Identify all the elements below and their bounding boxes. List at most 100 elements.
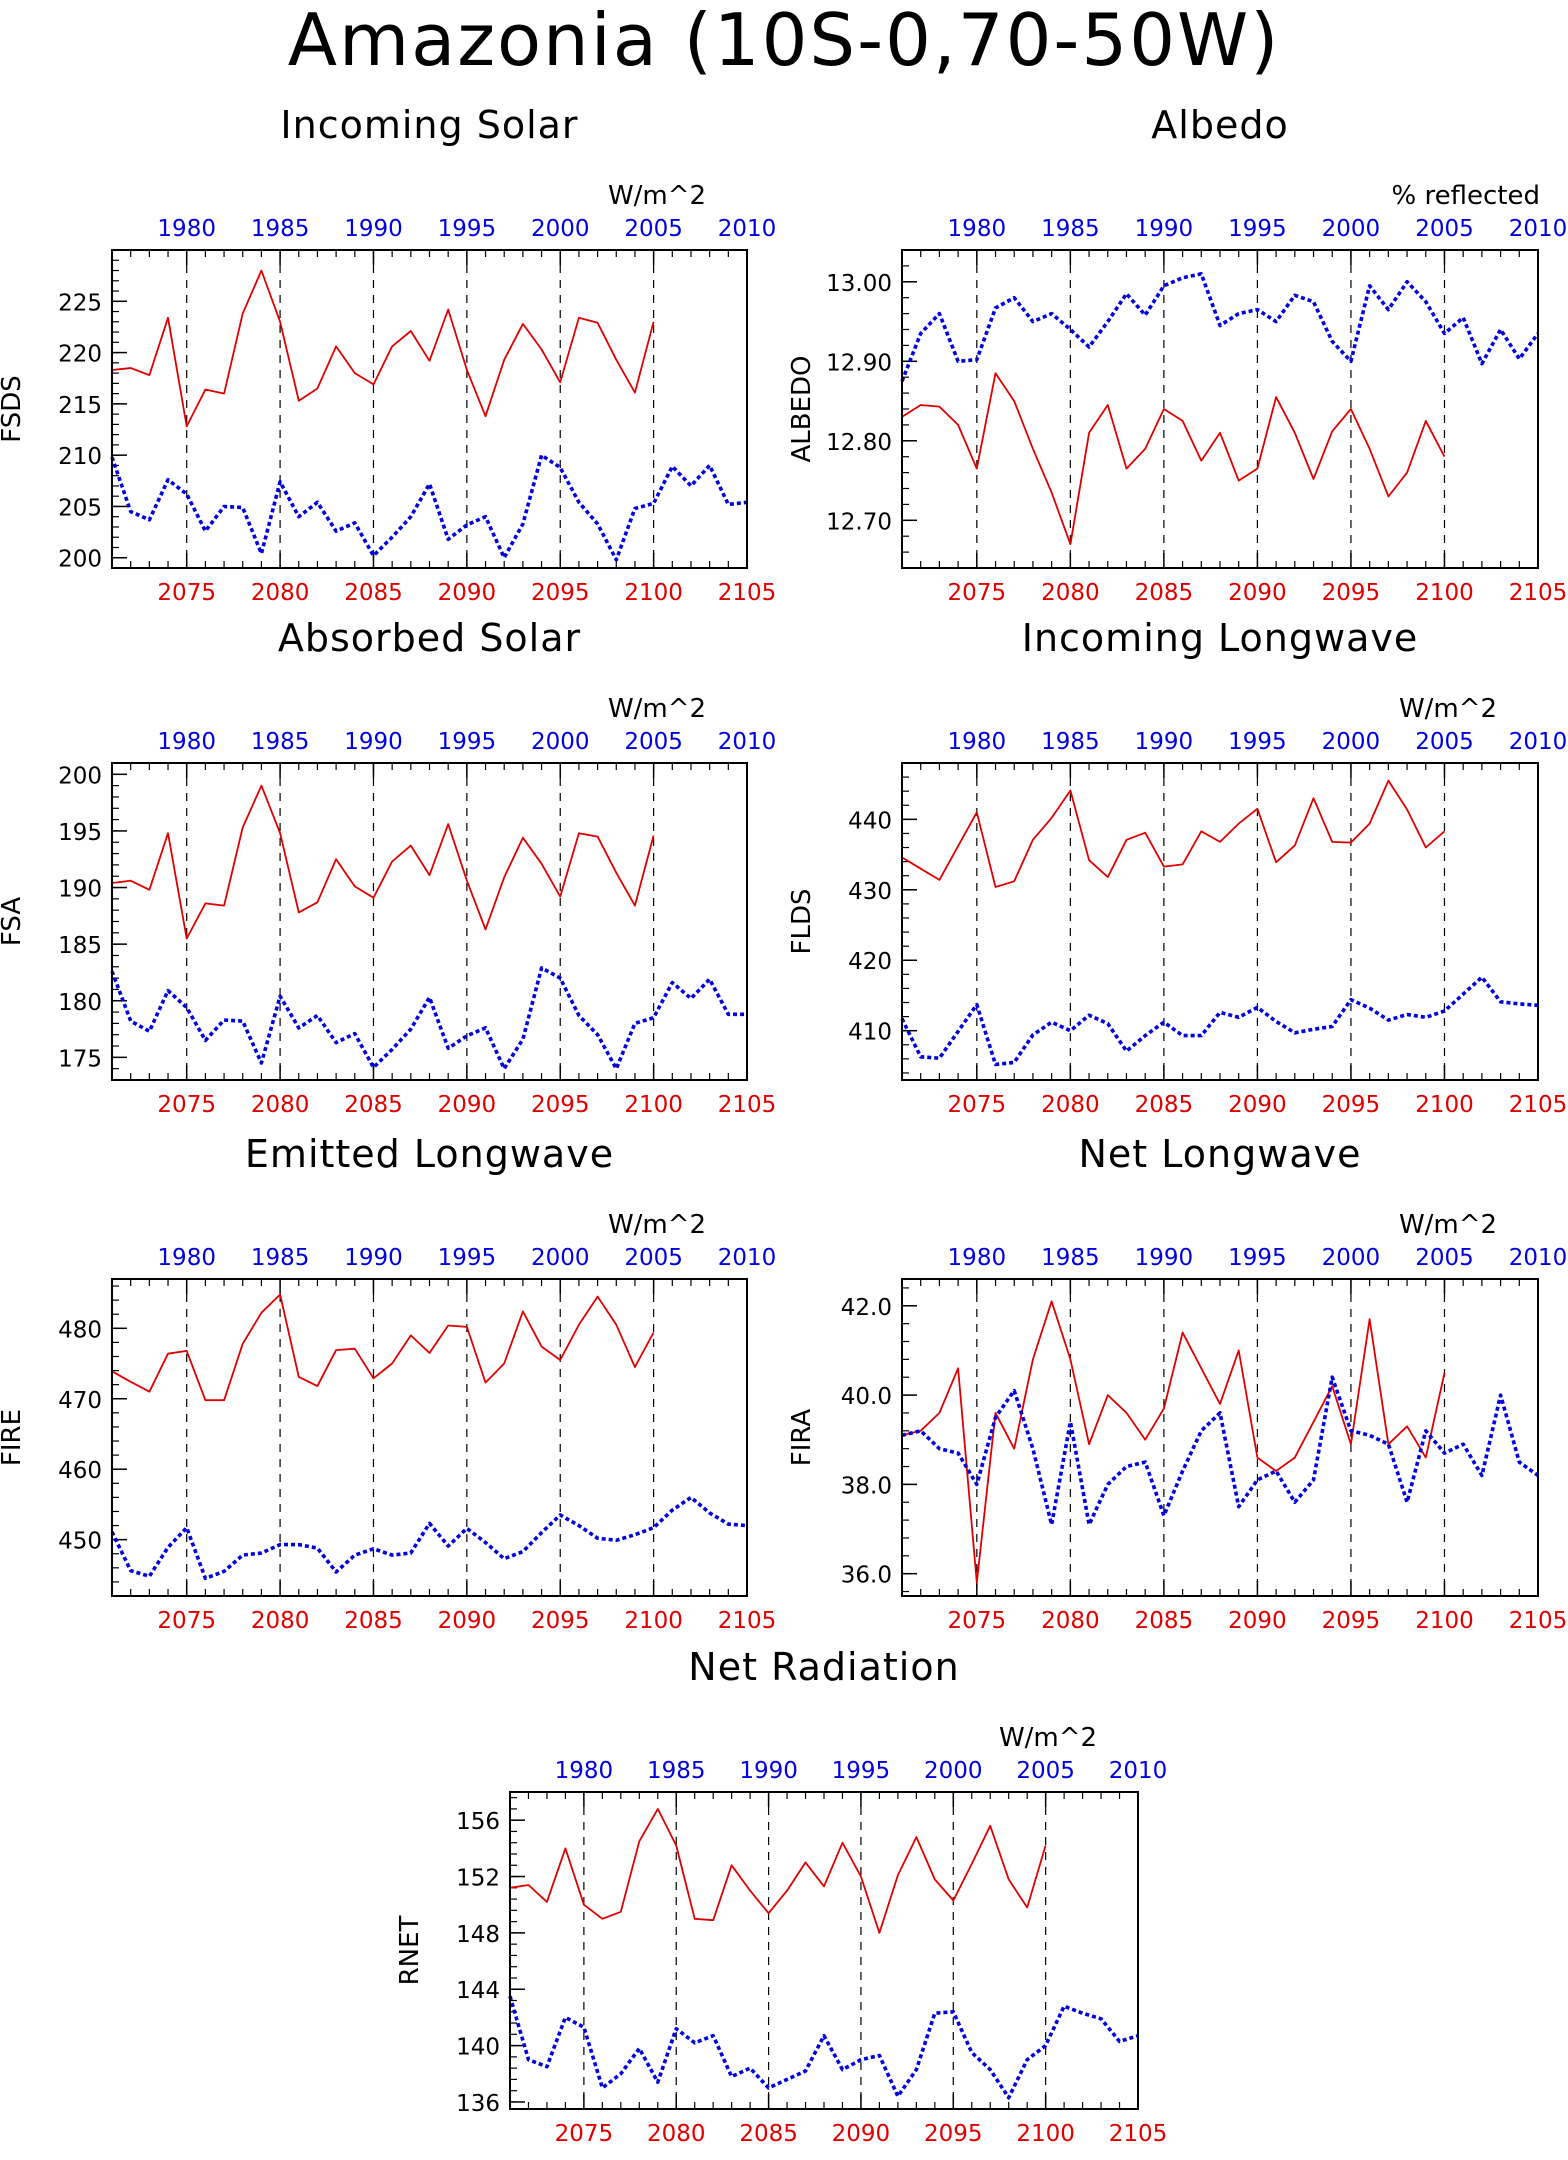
y-tick-label: 42.0 [841, 1295, 892, 1321]
x-top-tick-label: 2000 [1322, 216, 1381, 242]
x-bottom-tick-label: 2075 [948, 1608, 1007, 1634]
x-top-tick-label: 1995 [1228, 729, 1287, 755]
x-top-tick-label: 1985 [251, 729, 310, 755]
panel-title: Absorbed Solar [278, 616, 581, 660]
x-bottom-tick-label: 2095 [531, 1608, 590, 1634]
x-top-tick-label: 2010 [718, 216, 777, 242]
y-tick-label: 480 [58, 1317, 102, 1343]
y-tick-label: 180 [58, 990, 102, 1016]
x-bottom-tick-label: 2105 [718, 580, 777, 606]
x-top-tick-label: 1990 [344, 1245, 403, 1271]
x-top-tick-label: 1985 [1041, 216, 1100, 242]
panel-title: Net Longwave [1079, 1132, 1362, 1176]
units-label: W/m^2 [1399, 1210, 1497, 1240]
plot-frame [111, 1278, 748, 1597]
y-tick-label: 12.80 [826, 430, 892, 456]
y-tick-label: 430 [848, 879, 892, 905]
x-top-tick-label: 2005 [1016, 1758, 1075, 1784]
x-bottom-tick-label: 2075 [157, 1092, 216, 1118]
plot-frame [901, 249, 1539, 569]
x-top-tick-label: 1990 [1135, 216, 1194, 242]
x-bottom-tick-label: 2105 [718, 1092, 777, 1118]
x-bottom-tick-label: 2085 [1135, 580, 1194, 606]
y-tick-label: 140 [456, 2035, 500, 2061]
panel-6: Net Longwave W/m^2 FIRA 36.0 38.0 40.0 42.0 207… [787, 1132, 1567, 1634]
y-tick-label: 200 [58, 763, 102, 789]
y-axis-label: RNET [395, 1915, 425, 1985]
x-top-tick-label: 1990 [344, 216, 403, 242]
x-top-tick-label: 1980 [157, 729, 216, 755]
x-top-tick-label: 2005 [1415, 1245, 1474, 1271]
x-top-tick-label: 2000 [531, 1245, 590, 1271]
y-axis-label: FIRA [787, 1409, 817, 1467]
y-tick-label: 420 [848, 949, 892, 975]
x-top-tick-label: 2010 [1509, 216, 1568, 242]
panel-title: Albedo [1151, 103, 1288, 147]
x-bottom-tick-label: 2100 [1415, 580, 1474, 606]
y-tick-label: 36.0 [841, 1563, 892, 1589]
x-bottom-tick-label: 2075 [555, 2121, 614, 2147]
y-axis-label: FLDS [787, 889, 817, 955]
x-top-tick-label: 1995 [832, 1758, 891, 1784]
x-bottom-tick-label: 2095 [1322, 1092, 1381, 1118]
panel-3: Absorbed Solar W/m^2 FSA 175 180 185 190 195 200… [0, 616, 776, 1118]
x-top-tick-label: 2010 [1509, 729, 1568, 755]
x-top-tick-label: 1990 [1135, 1245, 1194, 1271]
x-bottom-tick-label: 2090 [1228, 1092, 1287, 1118]
x-bottom-tick-label: 2090 [832, 2121, 891, 2147]
plot-frame [901, 1278, 1539, 1597]
x-bottom-tick-label: 2080 [251, 1608, 310, 1634]
x-bottom-tick-label: 2095 [1322, 580, 1381, 606]
x-top-tick-label: 2010 [718, 729, 777, 755]
x-top-tick-label: 1995 [438, 216, 497, 242]
x-top-tick-label: 2000 [1322, 729, 1381, 755]
y-tick-label: 210 [58, 444, 102, 470]
series-line-future [111, 1293, 655, 1402]
y-tick-label: 220 [58, 342, 102, 368]
panel-title: Net Radiation [688, 1645, 959, 1689]
x-top-tick-label: 2010 [718, 1245, 777, 1271]
x-top-tick-label: 2005 [1415, 216, 1474, 242]
y-tick-label: 470 [58, 1388, 102, 1414]
y-tick-label: 215 [58, 393, 102, 419]
units-label: W/m^2 [608, 181, 706, 211]
y-tick-label: 144 [456, 1978, 500, 2004]
panel-title: Incoming Longwave [1022, 616, 1418, 660]
units-label: W/m^2 [1399, 694, 1497, 724]
units-label: W/m^2 [999, 1723, 1097, 1753]
panel-1: Incoming Solar W/m^2 FSDS 200 205 210 215 220 22… [0, 103, 776, 606]
x-top-tick-label: 1985 [1041, 1245, 1100, 1271]
x-top-tick-label: 2000 [531, 216, 590, 242]
x-bottom-tick-label: 2105 [1509, 1092, 1568, 1118]
y-tick-label: 38.0 [841, 1473, 892, 1499]
x-bottom-tick-label: 2100 [624, 1608, 683, 1634]
y-axis-label: FIRE [0, 1409, 27, 1466]
plot-frame [111, 762, 748, 1081]
x-top-tick-label: 2005 [1415, 729, 1474, 755]
series-line-future [111, 784, 655, 940]
x-top-tick-label: 2005 [624, 216, 683, 242]
series-line-future [901, 372, 1446, 546]
x-top-tick-label: 1985 [251, 1245, 310, 1271]
x-top-tick-label: 2000 [531, 729, 590, 755]
units-label: W/m^2 [608, 1210, 706, 1240]
x-bottom-tick-label: 2085 [739, 2121, 798, 2147]
x-bottom-tick-label: 2095 [924, 2121, 983, 2147]
x-bottom-tick-label: 2085 [344, 580, 403, 606]
x-bottom-tick-label: 2075 [157, 580, 216, 606]
x-bottom-tick-label: 2075 [157, 1608, 216, 1634]
x-bottom-tick-label: 2085 [344, 1092, 403, 1118]
series-line-future [901, 779, 1446, 888]
x-top-tick-label: 1995 [1228, 1245, 1287, 1271]
x-top-tick-label: 1980 [555, 1758, 614, 1784]
series-line-historical [110, 966, 747, 1071]
x-top-tick-label: 1980 [948, 216, 1007, 242]
x-bottom-tick-label: 2095 [531, 1092, 590, 1118]
x-top-tick-label: 1995 [438, 729, 497, 755]
plot-frame [111, 249, 748, 569]
series-line-future [111, 269, 655, 428]
x-bottom-tick-label: 2090 [438, 1608, 497, 1634]
x-top-tick-label: 1995 [438, 1245, 497, 1271]
y-tick-label: 175 [58, 1046, 102, 1072]
x-bottom-tick-label: 2080 [251, 580, 310, 606]
